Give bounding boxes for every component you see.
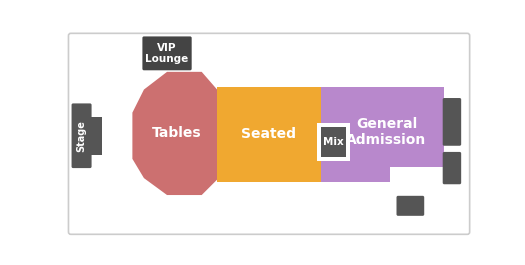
Bar (391, 166, 444, 183)
Polygon shape (132, 72, 217, 195)
Bar (321, 126, 345, 157)
Bar (217, 87, 321, 182)
Bar (89, 117, 102, 155)
FancyBboxPatch shape (71, 103, 91, 168)
Text: General
Admission: General Admission (346, 117, 427, 147)
Text: Seated: Seated (241, 127, 296, 141)
FancyBboxPatch shape (443, 152, 461, 184)
Text: Tables: Tables (152, 126, 202, 140)
Text: Mix: Mix (323, 137, 344, 147)
Text: Stage: Stage (77, 120, 87, 152)
Bar (321, 87, 444, 182)
FancyBboxPatch shape (142, 36, 192, 70)
FancyBboxPatch shape (396, 196, 424, 216)
FancyBboxPatch shape (443, 98, 461, 146)
Text: VIP
Lounge: VIP Lounge (145, 43, 188, 64)
FancyBboxPatch shape (68, 33, 470, 234)
Bar (317, 123, 350, 161)
